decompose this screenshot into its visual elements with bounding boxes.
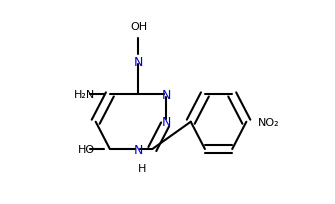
Text: N: N (162, 116, 171, 129)
Text: NO₂: NO₂ (258, 117, 279, 127)
Text: N: N (133, 143, 143, 156)
Text: HO: HO (78, 144, 95, 154)
Text: OH: OH (131, 22, 148, 31)
Text: N: N (133, 55, 143, 68)
Text: H₂N: H₂N (74, 90, 95, 100)
Text: N: N (162, 89, 171, 101)
Text: H: H (138, 163, 146, 173)
